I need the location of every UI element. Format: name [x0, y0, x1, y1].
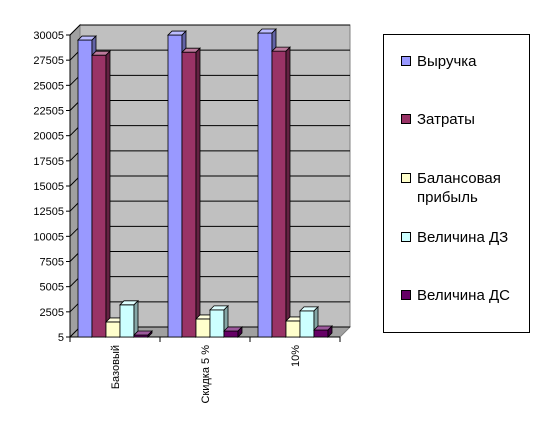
y-tick-label: 30005	[33, 30, 64, 42]
legend-swatch-balance-profit	[401, 173, 411, 183]
y-tick-label: 2505	[40, 307, 64, 319]
legend-item-balance-profit: Балансовая прибыль	[401, 169, 533, 207]
x-category-label: Скидка 5 %	[200, 345, 212, 404]
bar-3-2	[195, 318, 211, 338]
legend-swatch-receivables	[401, 232, 411, 242]
bar-side-5-2	[237, 326, 243, 338]
gridline	[69, 24, 350, 36]
bar-5-3	[313, 329, 329, 338]
y-tick-label: 7505	[40, 257, 64, 269]
y-tick-label: 27505	[33, 55, 64, 67]
bar-1-2	[167, 34, 183, 338]
legend-label-revenue: Выручка	[417, 53, 477, 70]
bar-side-5-1	[147, 330, 153, 338]
bar-4-3	[299, 310, 315, 338]
legend-swatch-cash	[401, 290, 411, 300]
legend-swatch-costs	[401, 114, 411, 124]
bar-2-3	[271, 50, 287, 338]
legend-swatch-revenue	[401, 56, 411, 66]
x-category-label: Базовый	[110, 345, 122, 389]
bar-side-2-2	[195, 47, 201, 338]
bar-side-5-3	[327, 325, 333, 338]
legend-label-costs: Затраты	[417, 111, 475, 128]
bar-5-2	[223, 330, 239, 338]
bar-1-3	[257, 32, 273, 338]
y-tick-label: 12505	[33, 206, 64, 218]
x-category-label: 10%	[290, 345, 302, 367]
legend: Выручка Затраты Балансовая прибыль Велич…	[383, 34, 530, 333]
bar-2-1	[91, 54, 107, 338]
bar-4-2	[209, 309, 225, 338]
y-tick-label: 15005	[33, 181, 64, 193]
bar-4-1	[119, 304, 135, 338]
y-tick-label: 17505	[33, 156, 64, 168]
y-tick-label: 5	[58, 332, 64, 344]
bar-1-1	[77, 39, 93, 338]
bar-3-3	[285, 320, 301, 338]
legend-item-revenue: Выручка	[401, 52, 533, 71]
legend-item-cash: Величина ДС	[401, 286, 533, 305]
y-tick-label: 25005	[33, 80, 64, 92]
y-tick-label: 20005	[33, 131, 64, 143]
bar-2-2	[181, 51, 197, 338]
legend-label-receivables: Величина ДЗ	[417, 229, 509, 246]
y-tick-label: 5005	[40, 282, 64, 294]
legend-label-cash: Величина ДС	[417, 287, 510, 304]
y-tick-label: 10005	[33, 231, 64, 243]
legend-label-balance-profit: Балансовая прибыль	[417, 170, 501, 206]
legend-item-receivables: Величина ДЗ	[401, 228, 533, 247]
y-tick-label: 22505	[33, 106, 64, 118]
bar-side-2-1	[105, 50, 111, 338]
bar-3-1	[105, 321, 121, 338]
legend-item-costs: Затраты	[401, 110, 533, 129]
bar-side-2-3	[285, 46, 291, 338]
